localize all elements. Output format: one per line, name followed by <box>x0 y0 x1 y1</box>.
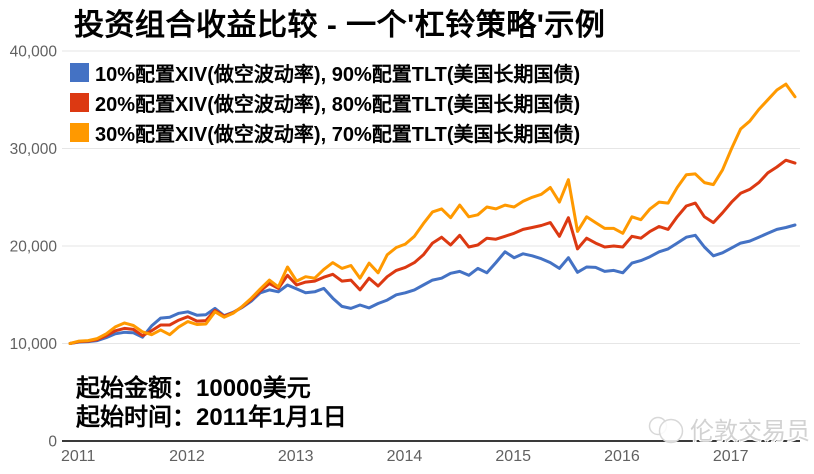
series-line <box>68 158 797 345</box>
legend-swatch-blue-icon <box>70 62 89 82</box>
watermark-text: 伦敦交易员 <box>690 418 810 445</box>
y-tick-label: 30,000 <box>10 141 58 158</box>
y-tick-label: 20,000 <box>10 239 58 256</box>
legend: 10%配置XIV(做空波动率), 90%配置TLT(美国长期国债) 20%配置X… <box>70 57 580 147</box>
x-tick-label: 2013 <box>278 448 314 465</box>
x-tick-label: 2011 <box>61 448 96 465</box>
start-amount-note: 起始金额：10000美元 <box>76 375 311 402</box>
x-tick-label: 2016 <box>604 448 640 465</box>
chart-title: 投资组合收益比较 - 一个'杠铃策略'示例 <box>74 9 606 42</box>
x-tick-label: 2012 <box>169 448 205 465</box>
series-line <box>68 223 797 345</box>
legend-item: 30%配置XIV(做空波动率), 70%配置TLT(美国长期国债) <box>70 117 580 147</box>
start-date-note: 起始时间：2011年1月1日 <box>76 404 347 431</box>
x-tick-label: 2015 <box>495 448 531 465</box>
y-tick-label: 10,000 <box>10 336 58 353</box>
series-line <box>68 82 797 345</box>
x-tick-label: 2014 <box>387 448 423 465</box>
legend-item: 10%配置XIV(做空波动率), 90%配置TLT(美国长期国债) <box>70 57 580 87</box>
legend-item: 20%配置XIV(做空波动率), 80%配置TLT(美国长期国债) <box>70 87 580 117</box>
legend-swatch-orange-icon <box>70 122 89 142</box>
legend-swatch-red-icon <box>70 92 89 112</box>
watermark-logo-icon <box>648 416 684 443</box>
watermark: 伦敦交易员 <box>646 411 810 446</box>
x-tick-label: 2017 <box>713 448 749 465</box>
legend-label: 10%配置XIV(做空波动率), 90%配置TLT(美国长期国债) <box>95 63 581 86</box>
legend-label: 30%配置XIV(做空波动率), 70%配置TLT(美国长期国债) <box>95 123 581 146</box>
y-tick-label: 40,000 <box>10 44 58 61</box>
y-tick-label: 0 <box>48 434 57 451</box>
legend-label: 20%配置XIV(做空波动率), 80%配置TLT(美国长期国债) <box>95 93 581 116</box>
